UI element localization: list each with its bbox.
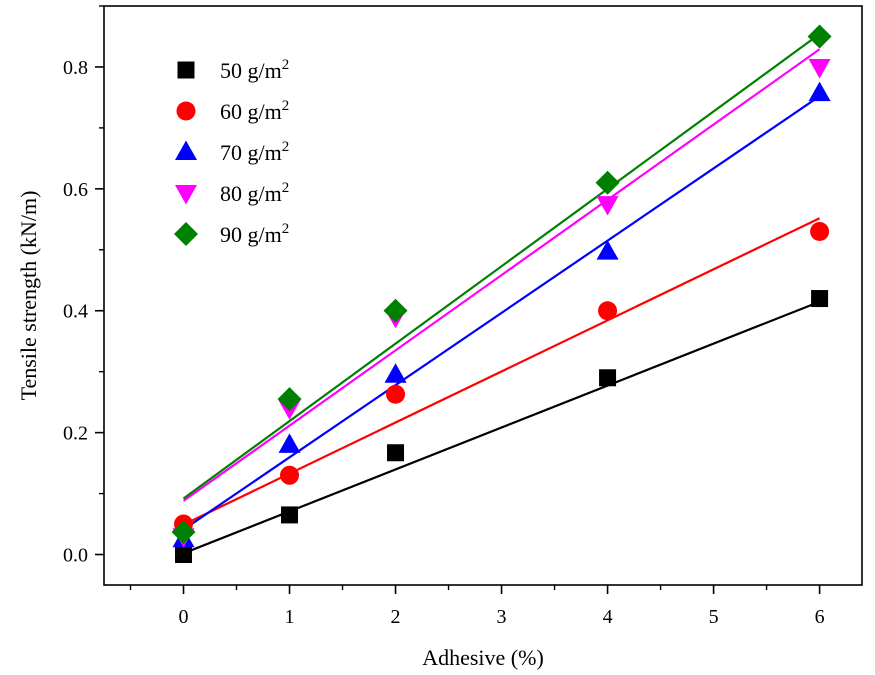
data-point-50gsm <box>175 546 193 564</box>
x-tick-label: 6 <box>815 606 825 628</box>
legend-label: 60 g/m2 <box>220 98 289 124</box>
y-tick-label: 0.4 <box>63 301 88 323</box>
plot-border <box>103 5 863 586</box>
data-point-50gsm <box>811 290 829 308</box>
x-tick-label: 2 <box>391 606 401 628</box>
legend: 50 g/m2 60 g/m2 70 g/m2 80 g/m2 90 g/m2 <box>174 57 289 247</box>
x-tick-label: 1 <box>285 606 295 628</box>
x-axis-title: Adhesive (%) <box>422 645 544 670</box>
data-markers <box>171 24 832 564</box>
data-point-70gsm <box>384 363 407 383</box>
data-point-70gsm <box>808 81 831 102</box>
data-point-50gsm <box>387 444 405 462</box>
legend-label: 90 g/m2 <box>220 221 289 247</box>
y-tick-label: 0.6 <box>63 179 88 201</box>
data-point-50gsm <box>599 369 617 387</box>
data-point-50gsm <box>281 506 299 524</box>
data-point-80gsm <box>808 58 831 79</box>
data-point-60gsm <box>386 384 406 404</box>
x-tick-label: 4 <box>603 606 613 628</box>
x-tick-label: 0 <box>179 606 189 628</box>
y-axis: 0.0 0.2 0.4 0.6 0.8 <box>63 5 104 567</box>
data-point-60gsm <box>598 301 618 321</box>
legend-label: 50 g/m2 <box>220 57 289 83</box>
y-tick-label: 0.8 <box>63 57 88 79</box>
data-point-90gsm <box>277 387 302 412</box>
data-point-70gsm <box>596 240 619 260</box>
fit-line-60 <box>183 217 821 526</box>
data-point-60gsm <box>810 222 830 242</box>
x-axis: 0 1 2 3 4 5 6 <box>129 585 825 628</box>
data-point-70gsm <box>278 433 301 453</box>
legend-marker <box>176 101 196 121</box>
y-tick-label: 0.2 <box>63 423 88 445</box>
data-point-90gsm <box>807 24 832 49</box>
legend-marker <box>177 61 195 79</box>
legend-marker <box>174 222 198 246</box>
y-axis-title: Tensile strength (kN/m) <box>16 191 41 401</box>
data-point-80gsm <box>596 196 619 216</box>
x-tick-label: 3 <box>497 606 507 628</box>
fit-line-80 <box>182 48 821 502</box>
data-point-90gsm <box>595 170 620 195</box>
fit-line-70 <box>182 95 821 531</box>
plot-frame <box>103 5 863 586</box>
fit-line-90 <box>182 33 821 500</box>
y-tick-label: 0.0 <box>63 545 88 567</box>
legend-label: 70 g/m2 <box>220 139 289 165</box>
x-tick-label: 5 <box>709 606 719 628</box>
legend-label: 80 g/m2 <box>220 180 289 206</box>
data-point-90gsm <box>383 298 408 323</box>
legend-marker <box>175 140 197 160</box>
data-point-60gsm <box>280 465 300 485</box>
data-point-90gsm <box>171 519 196 544</box>
legend-marker <box>175 185 197 205</box>
